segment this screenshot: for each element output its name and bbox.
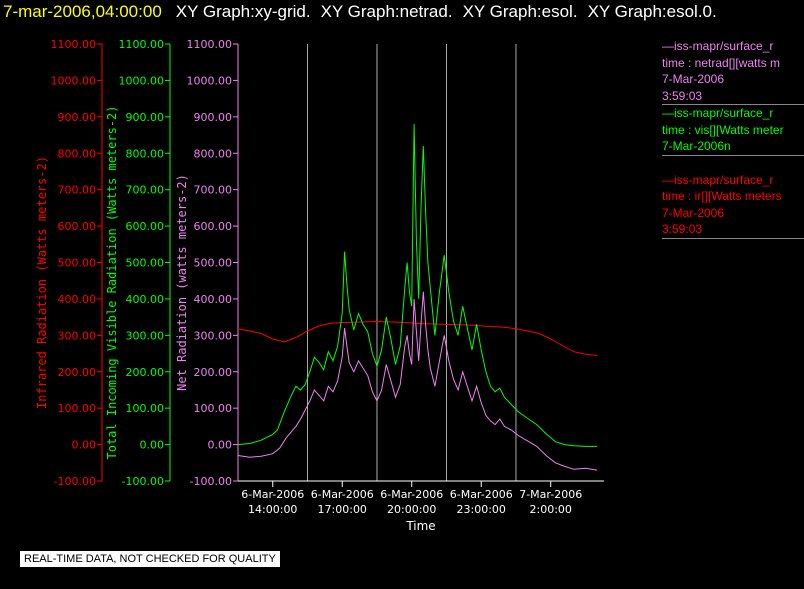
y-tick-label: 1100.00: [51, 38, 97, 51]
legend-entry-line: 7-Mar-2006n: [662, 139, 731, 153]
y-tick-label: 300.00: [126, 329, 165, 342]
y-tick-label: 800.00: [194, 147, 233, 160]
x-tick-label-time: 17:00:00: [318, 503, 367, 516]
y-tick-label: 0.00: [140, 439, 165, 452]
legend-entry-line: time : ir[][Watts meters: [662, 189, 782, 203]
y-tick-label: 700.00: [126, 184, 165, 197]
y-tick-label: 1100.00: [119, 38, 165, 51]
y-tick-label: 900.00: [58, 111, 97, 124]
y-tick-label: 1000.00: [187, 74, 233, 87]
quality-notice: REAL-TIME DATA, NOT CHECKED FOR QUALITY: [20, 551, 280, 567]
y-tick-label: 400.00: [58, 293, 97, 306]
series-line: [237, 291, 598, 471]
legend-entry-line: 3:59:03: [662, 88, 703, 103]
legend-entry-line: 7-Mar-2006: [662, 205, 725, 220]
y-tick-label: 300.00: [194, 329, 233, 342]
series-line: [237, 320, 598, 356]
series-line: [237, 124, 598, 447]
y-tick-label: -100.00: [190, 475, 232, 488]
legend-entry-line: 3:59:03: [662, 222, 703, 236]
x-tick-label-time: 20:00:00: [387, 503, 436, 516]
legend-entry-header: —iss-mapr/surface_r: [662, 172, 774, 187]
y-tick-label: 600.00: [58, 220, 97, 233]
x-axis-label: Time: [405, 519, 435, 533]
x-tick-label-time: 14:00:00: [248, 503, 297, 516]
x-tick-label-date: 6-Mar-2006: [311, 488, 374, 501]
y-tick-label: 900.00: [194, 111, 233, 124]
y-tick-label: 1000.00: [51, 74, 97, 87]
y-tick-label: 100.00: [194, 402, 233, 415]
timestamp: 7-mar-2006,04:00:00: [3, 2, 162, 21]
graph-name-1: XY Graph:xy-grid.: [175, 2, 311, 21]
y-tick-label: 600.00: [194, 220, 233, 233]
legend-entry-header: —iss-mapr/surface_r: [662, 39, 774, 53]
legend-entry-line: time : vis[][Watts meter: [662, 122, 784, 137]
y-tick-label: 200.00: [126, 366, 165, 379]
y-tick-label: 400.00: [194, 293, 233, 306]
legend-entry-line: time : netrad[][watts m: [662, 55, 781, 70]
x-tick-label-date: 6-Mar-2006: [380, 488, 443, 501]
y-tick-label: 400.00: [126, 293, 165, 306]
y-tick-label: 200.00: [58, 366, 97, 379]
y-tick-label: 500.00: [194, 257, 233, 270]
x-tick-label-date: 7-Mar-2006: [519, 488, 582, 501]
graph-name-4: XY Graph:esol.0.: [587, 2, 717, 21]
y-tick-label: -100.00: [54, 475, 96, 488]
y-tick-label: 700.00: [194, 184, 233, 197]
y-tick-label: 800.00: [126, 147, 165, 160]
y-tick-label: 0.00: [72, 439, 97, 452]
x-tick-label-time: 2:00:00: [530, 503, 572, 516]
x-tick-label-date: 6-Mar-2006: [241, 488, 304, 501]
graph-name-2: XY Graph:netrad.: [320, 2, 453, 21]
y-axis-label: Net Radiation (watts meters-2): [175, 174, 189, 391]
x-tick-label-time: 23:00:00: [457, 503, 506, 516]
y-tick-label: -100.00: [122, 475, 164, 488]
y-axis-label: Infrared Radiation (Watts meters-2): [35, 156, 49, 409]
legend-entry-line: 7-Mar-2006: [662, 72, 725, 86]
y-tick-label: 100.00: [126, 402, 165, 415]
graph-name-3: XY Graph:esol.: [462, 2, 578, 21]
chart-title-bar: 7-mar-2006,04:00:00 XY Graph:xy-grid. XY G…: [3, 2, 727, 24]
y-tick-label: 1000.00: [119, 74, 165, 87]
y-tick-label: 800.00: [58, 147, 97, 160]
y-tick-label: 200.00: [194, 366, 233, 379]
y-tick-label: 700.00: [58, 184, 97, 197]
y-tick-label: 900.00: [126, 111, 165, 124]
y-tick-label: 1100.00: [187, 38, 233, 51]
y-tick-label: 500.00: [58, 257, 97, 270]
legend-entry-header: —iss-mapr/surface_r: [662, 106, 774, 120]
y-tick-label: 0.00: [208, 439, 233, 452]
x-tick-label-date: 6-Mar-2006: [450, 488, 513, 501]
y-tick-label: 300.00: [58, 329, 97, 342]
y-tick-label: 600.00: [126, 220, 165, 233]
y-axis-label: Total Incoming Visible Radiation (Watts …: [105, 105, 119, 459]
y-tick-label: 100.00: [58, 402, 97, 415]
y-tick-label: 500.00: [126, 257, 165, 270]
